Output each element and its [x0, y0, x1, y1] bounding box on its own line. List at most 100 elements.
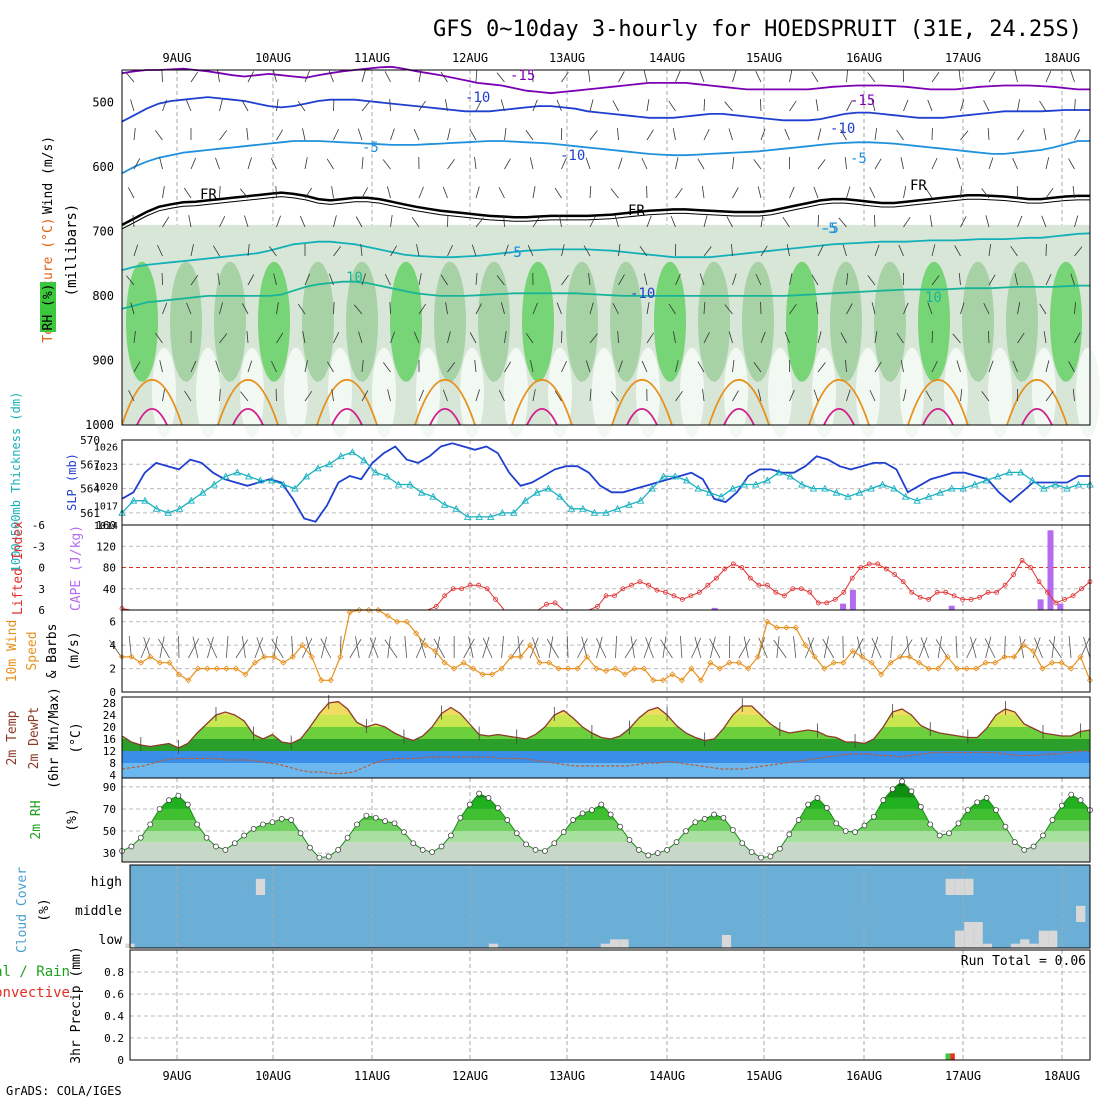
cloud-bar-low — [1020, 939, 1030, 948]
contour-label: -5 — [820, 221, 837, 237]
wind-barb — [846, 273, 849, 286]
wind-speed-marker — [707, 659, 714, 666]
wind-barb — [732, 360, 735, 373]
lifted-index-marker — [646, 582, 651, 588]
lifted-index-marker — [552, 600, 558, 606]
rh-shading-cell — [434, 261, 466, 382]
cape-bar — [948, 605, 955, 610]
wind-barb — [561, 71, 569, 83]
thickness-marker — [1040, 484, 1048, 492]
wind-barb — [390, 128, 395, 141]
wind-barb-10m — [433, 638, 446, 659]
wind-barb — [931, 244, 936, 257]
lifted-index-marker — [1036, 579, 1042, 585]
thickness-marker — [429, 492, 437, 500]
wind-barb — [954, 245, 961, 257]
cloud-bar-middle — [1076, 905, 1086, 922]
wind-barb-10m — [984, 638, 996, 659]
cloud-bar-low — [954, 930, 965, 948]
wind-barb-10m — [871, 636, 879, 659]
wind-barb — [988, 71, 996, 83]
temp-tick-label: 16 — [103, 733, 116, 746]
wind-barb — [532, 302, 538, 315]
wind-barb — [874, 128, 878, 141]
wind-barb — [328, 70, 334, 83]
wind-speed-marker — [963, 665, 970, 672]
wind-barb — [898, 244, 904, 257]
wind-barb — [219, 185, 221, 199]
wind-barb — [126, 275, 135, 286]
rh-marker — [476, 790, 482, 797]
wind-barb — [817, 159, 826, 170]
wind-barb — [360, 244, 363, 257]
rh-marker — [645, 852, 652, 859]
wind-barb-10m — [404, 636, 408, 659]
wind-barb — [728, 128, 733, 141]
wind-speed-marker — [508, 653, 515, 660]
wind-barb-10m — [710, 636, 716, 659]
wind-speed-marker — [878, 671, 885, 678]
wind-barb — [903, 302, 909, 315]
contour-label: FR — [910, 178, 927, 194]
wind-barb — [960, 99, 965, 112]
rh-marker — [758, 854, 764, 861]
wind-barb — [157, 244, 163, 257]
wind-barb — [931, 72, 940, 83]
rh-marker — [532, 846, 539, 853]
wind-barb — [952, 333, 961, 344]
wind-barb — [732, 157, 735, 170]
lifted-index-marker — [493, 596, 499, 602]
wind-speed-marker — [232, 665, 239, 672]
thickness-tick-label: 570 — [80, 434, 100, 447]
slp-tick-label: 1026 — [94, 443, 118, 454]
contour-label: -5 — [362, 140, 379, 156]
lifted-index-marker — [951, 593, 957, 599]
thickness-tick-label: 561 — [80, 507, 100, 520]
contour-20 — [922, 407, 954, 426]
contour-15 — [511, 379, 573, 426]
wind-barb-10m — [581, 636, 588, 659]
rh-ylabel-name: 2m RH — [29, 800, 44, 839]
wind-barb — [529, 157, 534, 170]
rh-marker — [824, 804, 830, 811]
rh-marker — [767, 853, 774, 860]
wind-barb — [983, 100, 990, 112]
wind-speed-marker — [489, 671, 496, 678]
rh-marker — [833, 820, 840, 827]
rh-marker — [589, 807, 595, 813]
wind-barb — [1014, 273, 1018, 286]
precip-bar-total — [945, 1053, 951, 1060]
rh-marker — [636, 846, 642, 853]
wind-barb — [728, 331, 733, 344]
wind-barb-10m — [188, 638, 200, 659]
wind-barb — [219, 99, 223, 112]
rh-marker — [1021, 846, 1028, 853]
date-label-top: 11AUG — [354, 51, 390, 65]
wind-barb — [985, 215, 990, 228]
wind-barb — [304, 360, 308, 373]
wind-barb — [133, 361, 141, 373]
wind-speed-marker — [802, 642, 809, 649]
rh-marker — [128, 843, 135, 850]
rh-marker — [382, 818, 388, 824]
wind-barb — [931, 157, 938, 170]
rh-marker — [805, 801, 811, 808]
wind-barb — [643, 273, 648, 286]
wind-barb — [643, 70, 648, 83]
rh-marker — [401, 829, 407, 836]
rh-marker — [1011, 839, 1018, 845]
rh-band — [122, 842, 1090, 862]
cape-bar — [711, 607, 718, 610]
rh-marker — [720, 814, 727, 821]
contour--10 — [121, 96, 1090, 123]
wind-speed-marker — [375, 606, 382, 614]
wind-barb — [988, 360, 994, 373]
wind-barb — [242, 303, 249, 315]
wind-speed-marker — [175, 671, 183, 678]
wind-barb — [554, 187, 562, 199]
lifted-index-marker — [883, 566, 889, 572]
wind-barb — [161, 69, 163, 83]
rh-tick-label: 70 — [103, 803, 116, 816]
wind-barb — [361, 187, 368, 199]
wind-barb — [475, 389, 480, 402]
